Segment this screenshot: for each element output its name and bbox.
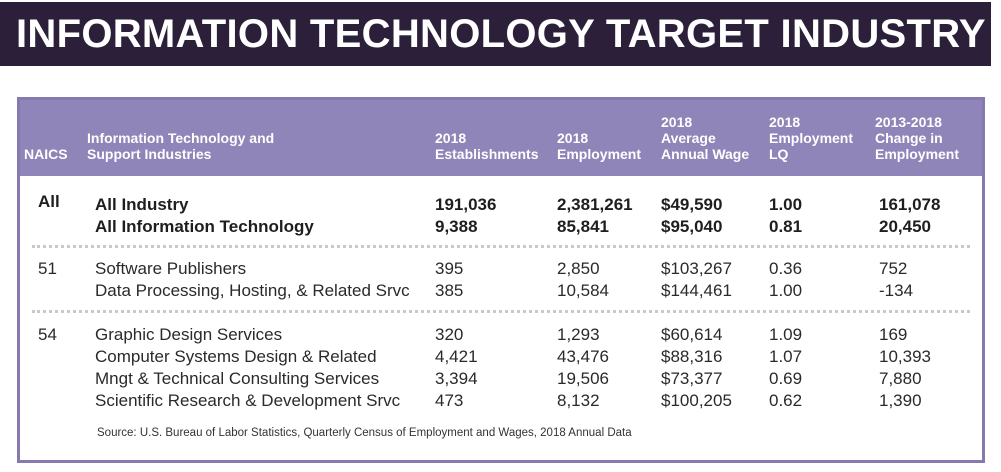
row-divider bbox=[32, 310, 970, 313]
establishments-value: 191,036 bbox=[435, 195, 497, 214]
wage-value: $73,377 bbox=[661, 369, 723, 388]
row-divider bbox=[32, 245, 970, 248]
source-note: Source: U.S. Bureau of Labor Statistics,… bbox=[97, 427, 632, 439]
change-value: 10,393 bbox=[879, 347, 931, 366]
naics-code: 51 bbox=[38, 259, 57, 278]
industry-name: Data Processing, Hosting, & Related Srvc bbox=[95, 281, 410, 300]
naics-code: 54 bbox=[38, 325, 57, 344]
employment-value: 8,132 bbox=[557, 391, 600, 410]
change-value: 20,450 bbox=[879, 217, 931, 236]
header-wage: 2018 Average Annual Wage bbox=[661, 114, 750, 162]
lq-value: 0.69 bbox=[769, 369, 803, 388]
establishments-value: 385 bbox=[435, 281, 464, 300]
header-employment: 2018 Employment bbox=[557, 130, 642, 162]
employment-value: 85,841 bbox=[557, 217, 609, 236]
employment-value: 2,850 bbox=[557, 259, 600, 278]
industry-name: All Industry bbox=[95, 195, 189, 214]
header-change: 2013-2018 Change in Employment bbox=[875, 114, 960, 162]
lq-value: 1.09 bbox=[769, 325, 803, 344]
wage-value: $49,590 bbox=[661, 195, 723, 214]
wage-value: $60,614 bbox=[661, 325, 723, 344]
naics-code: All bbox=[38, 192, 60, 211]
industry-name: Computer Systems Design & Related bbox=[95, 347, 377, 366]
employment-value: 1,293 bbox=[557, 325, 600, 344]
wage-value: $100,205 bbox=[661, 391, 732, 410]
change-value: 1,390 bbox=[879, 391, 922, 410]
wage-value: $103,267 bbox=[661, 259, 732, 278]
lq-value: 1.00 bbox=[769, 281, 803, 300]
wage-value: $88,316 bbox=[661, 347, 723, 366]
table-header: NAICS Information Technology and Support… bbox=[20, 100, 982, 176]
change-value: 752 bbox=[879, 259, 908, 278]
header-lq: 2018 Employment LQ bbox=[769, 114, 854, 162]
change-value: 7,880 bbox=[879, 369, 922, 388]
employment-value: 19,506 bbox=[557, 369, 609, 388]
change-value: -134 bbox=[879, 281, 914, 300]
establishments-value: 4,421 bbox=[435, 347, 478, 366]
lq-value: 0.81 bbox=[769, 217, 803, 236]
lq-value: 0.36 bbox=[769, 259, 803, 278]
establishments-value: 9,388 bbox=[435, 217, 478, 236]
employment-value: 43,476 bbox=[557, 347, 609, 366]
industry-name: Software Publishers bbox=[95, 259, 247, 278]
wage-value: $144,461 bbox=[661, 281, 732, 300]
establishments-value: 320 bbox=[435, 325, 464, 344]
establishments-value: 395 bbox=[435, 259, 464, 278]
change-value: 161,078 bbox=[879, 195, 941, 214]
employment-value: 2,381,261 bbox=[557, 195, 633, 214]
employment-value: 10,584 bbox=[557, 281, 609, 300]
header-establishments: 2018 Establishments bbox=[435, 130, 539, 162]
title-banner: INFORMATION TECHNOLOGY TARGET INDUSTRY bbox=[0, 2, 991, 66]
industry-name: Mngt & Technical Consulting Services bbox=[95, 369, 380, 388]
wage-value: $95,040 bbox=[661, 217, 723, 236]
header-naics: NAICS bbox=[24, 146, 68, 162]
lq-value: 1.07 bbox=[769, 347, 803, 366]
lq-value: 0.62 bbox=[769, 391, 803, 410]
industry-name: Graphic Design Services bbox=[95, 325, 283, 344]
header-industry: Information Technology and Support Indus… bbox=[87, 130, 275, 162]
industry-name: All Information Technology bbox=[95, 217, 314, 236]
lq-value: 1.00 bbox=[769, 195, 803, 214]
establishments-value: 473 bbox=[435, 391, 464, 410]
change-value: 169 bbox=[879, 325, 908, 344]
data-table: NAICS Information Technology and Support… bbox=[17, 97, 985, 463]
establishments-value: 3,394 bbox=[435, 369, 478, 388]
industry-name: Scientific Research & Development Srvc bbox=[95, 391, 401, 410]
page-title: INFORMATION TECHNOLOGY TARGET INDUSTRY bbox=[16, 11, 986, 56]
